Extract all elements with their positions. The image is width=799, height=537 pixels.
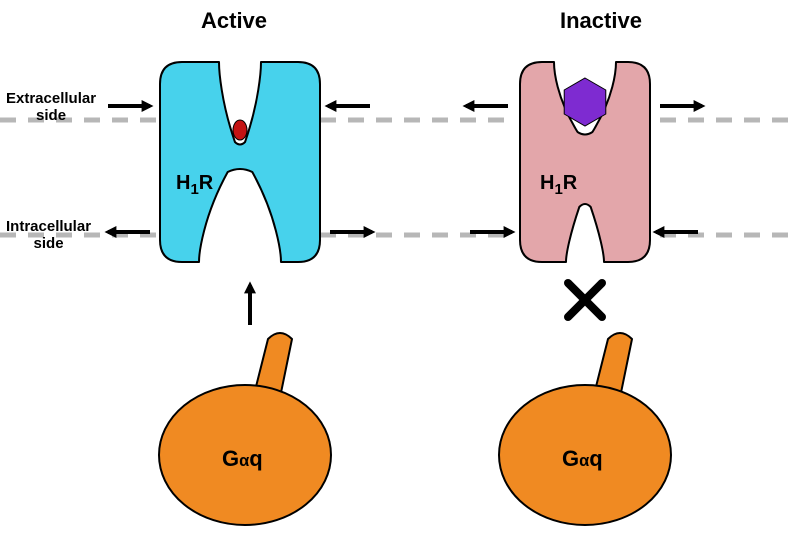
label-extracellular-side: Extracellularside [6,90,96,125]
receptor-inactive-label: H1R [540,172,577,198]
g-protein-right-label: Gαq [562,446,603,472]
blocker-cross [568,283,602,317]
title-inactive: Inactive [560,8,642,34]
title-active: Active [201,8,267,34]
diagram-stage: Active Inactive Extracellularside Intrac… [0,0,799,537]
receptor-inactive [520,62,650,262]
membrane-lines [0,120,799,235]
receptor-active-label: H1R [176,172,213,198]
diagram-svg [0,0,799,537]
g-protein-left [159,333,331,525]
g-protein-left-label: Gαq [222,446,263,472]
g-protein-right [499,333,671,525]
receptor-active [160,62,320,262]
label-intracellular-side: Intracellularside [6,218,91,253]
